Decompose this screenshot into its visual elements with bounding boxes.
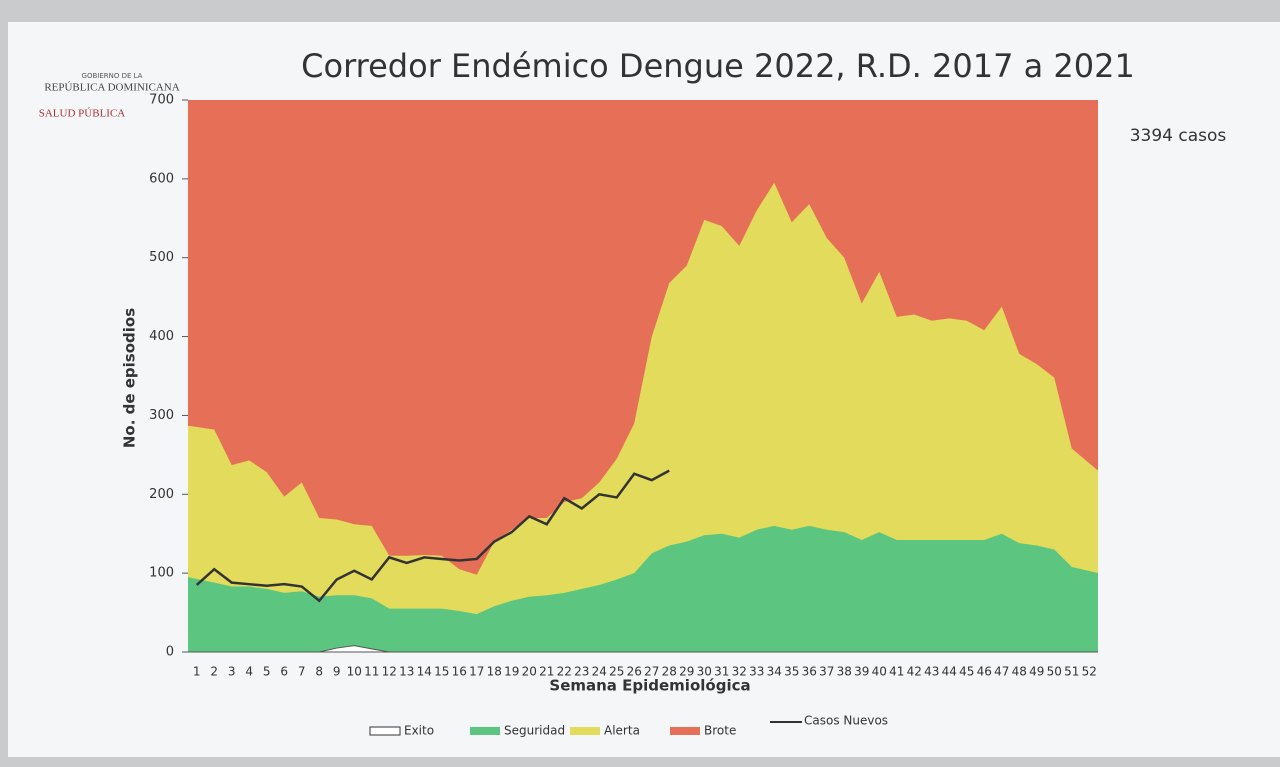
legend-label: Brote	[704, 724, 736, 738]
x-tick-label: 11	[364, 665, 379, 679]
x-tick-label: 6	[280, 665, 288, 679]
x-tick-label: 32	[732, 665, 747, 679]
y-tick-label: 400	[149, 329, 174, 344]
x-tick-label: 30	[697, 665, 712, 679]
x-tick-label: 16	[452, 665, 467, 679]
y-axis-label: No. de episodios	[121, 308, 139, 448]
x-tick-label: 33	[749, 665, 764, 679]
x-tick-label: 12	[382, 665, 397, 679]
x-tick-label: 48	[1012, 665, 1027, 679]
x-tick-label: 50	[1047, 665, 1062, 679]
x-tick-label: 36	[802, 665, 817, 679]
x-tick-label: 18	[487, 665, 502, 679]
legend-label: Alerta	[604, 724, 640, 738]
x-tick-label: 39	[854, 665, 869, 679]
x-tick-label: 14	[417, 665, 432, 679]
x-tick-label: 7	[298, 665, 306, 679]
x-tick-label: 26	[627, 665, 642, 679]
x-tick-label: 25	[609, 665, 624, 679]
annotation: 3394 casos	[1130, 126, 1227, 146]
legend-swatch	[670, 727, 700, 735]
x-tick-label: 52	[1082, 665, 1097, 679]
x-tick-label: 13	[399, 665, 414, 679]
legend-label: Casos Nuevos	[804, 714, 888, 728]
x-axis-label: Semana Epidemiológica	[549, 677, 750, 695]
x-tick-label: 41	[889, 665, 904, 679]
logo-text: SALUD PÚBLICA	[39, 108, 126, 120]
x-tick-label: 19	[504, 665, 519, 679]
x-tick-label: 51	[1064, 665, 1079, 679]
x-tick-label: 22	[557, 665, 572, 679]
x-tick-label: 24	[592, 665, 607, 679]
line	[195, 469, 670, 603]
x-tick-label: 45	[959, 665, 974, 679]
x-tick-label: 23	[574, 665, 589, 679]
legend-label: Seguridad	[504, 724, 565, 738]
x-tick-label: 31	[714, 665, 729, 679]
x-tick-label: 46	[977, 665, 992, 679]
logo-text: REPÚBLICA DOMINICANA	[44, 82, 179, 94]
x-tick-label: 8	[315, 665, 323, 679]
legend-swatch	[470, 727, 500, 735]
x-tick-label: 10	[347, 665, 362, 679]
x-tick-label: 35	[784, 665, 799, 679]
logo-text: GOBIERNO DE LA	[82, 72, 143, 80]
x-tick-label: 29	[679, 665, 694, 679]
area	[188, 645, 1098, 653]
legend-label: Exito	[404, 724, 434, 738]
x-tick-label: 17	[469, 665, 484, 679]
x-tick-label: 49	[1029, 665, 1044, 679]
x-tick-label: 28	[662, 665, 677, 679]
y-tick-label: 300	[149, 408, 174, 423]
x-tick-label: 2	[210, 665, 218, 679]
chart-title: Corredor Endémico Dengue 2022, R.D. 2017…	[301, 47, 1135, 85]
x-tick-label: 27	[644, 665, 659, 679]
area	[188, 182, 1098, 653]
x-tick-label: 4	[245, 665, 253, 679]
y-tick-label: 500	[149, 250, 174, 265]
x-tick-label: 37	[819, 665, 834, 679]
x-tick-label: 21	[539, 665, 554, 679]
legend-swatch	[369, 726, 401, 736]
y-tick-label: 100	[149, 566, 174, 581]
legend-swatch	[570, 727, 600, 735]
x-tick-label: 44	[942, 665, 957, 679]
x-tick-label: 3	[228, 665, 236, 679]
x-tick-label: 1	[193, 665, 201, 679]
x-tick-label: 43	[924, 665, 939, 679]
x-tick-label: 40	[872, 665, 887, 679]
x-tick-label: 42	[907, 665, 922, 679]
x-tick-label: 15	[434, 665, 449, 679]
x-tick-label: 34	[767, 665, 782, 679]
x-tick-label: 20	[522, 665, 537, 679]
y-tick-label: 0	[166, 645, 174, 660]
y-tick-label: 200	[149, 487, 174, 502]
y-tick-label: 600	[149, 171, 174, 186]
x-tick-label: 9	[333, 665, 341, 679]
x-tick-label: 38	[837, 665, 852, 679]
y-tick-label: 700	[149, 93, 174, 108]
x-tick-label: 5	[263, 665, 271, 679]
area	[188, 525, 1098, 652]
x-tick-label: 47	[994, 665, 1009, 679]
